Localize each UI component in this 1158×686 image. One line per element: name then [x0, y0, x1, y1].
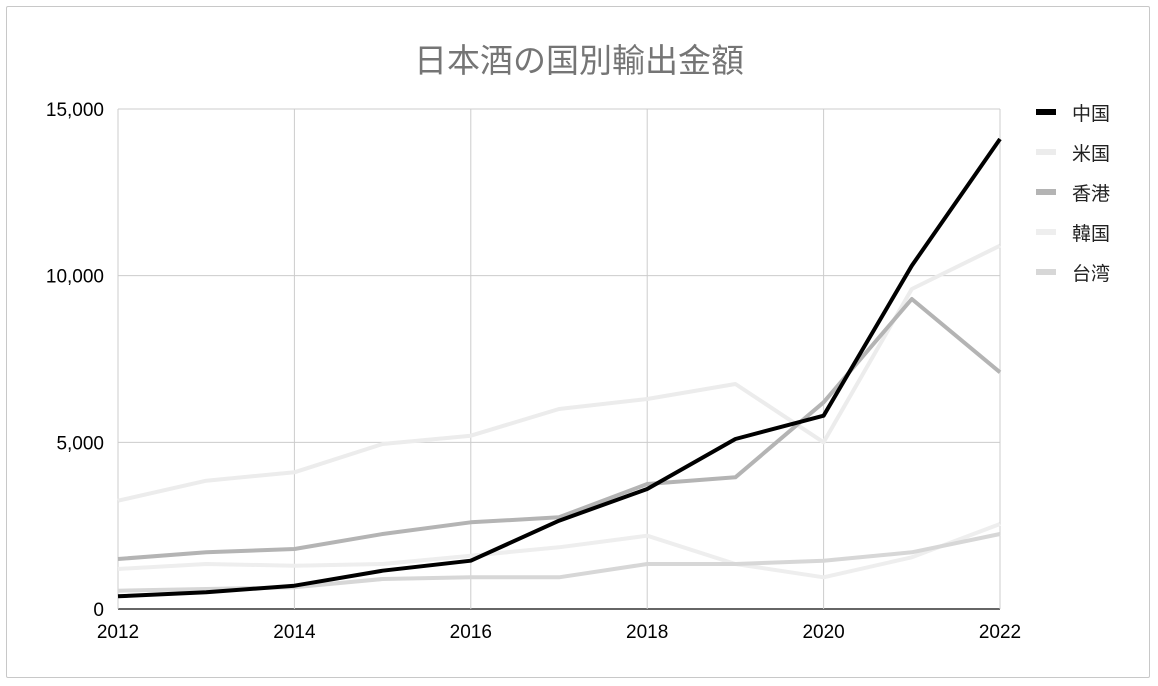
legend-item[interactable]: 香港 [1036, 172, 1146, 212]
legend: 中国米国香港韓国台湾 [1036, 92, 1146, 292]
x-tick-label: 2020 [802, 622, 844, 643]
chart-title: 日本酒の国別輸出金額 [414, 41, 744, 80]
x-tick-label: 2016 [450, 622, 492, 643]
y-tick-label: 0 [93, 600, 104, 621]
legend-label: 台湾 [1072, 262, 1111, 285]
series-lines [117, 137, 1002, 599]
legend-label: 中国 [1072, 102, 1111, 125]
legend-label: 米国 [1072, 142, 1111, 165]
series-line-5 [117, 532, 1001, 593]
legend-label: 韓国 [1072, 222, 1111, 245]
y-tick-label: 5,000 [56, 433, 104, 454]
x-tick-label: 2018 [626, 622, 668, 643]
series-line-1 [117, 137, 1002, 599]
legend-swatch [1036, 149, 1056, 155]
legend-label: 香港 [1072, 182, 1111, 205]
legend-item[interactable]: 中国 [1036, 92, 1146, 132]
legend-swatch [1036, 269, 1056, 275]
legend-item[interactable]: 韓国 [1036, 212, 1146, 252]
legend-item[interactable]: 米国 [1036, 132, 1146, 172]
legend-item[interactable]: 台湾 [1036, 252, 1146, 292]
series-line-4 [117, 522, 1001, 580]
grid-lines [117, 108, 1001, 610]
legend-swatch [1036, 229, 1056, 235]
x-tick-label: 2022 [979, 622, 1021, 643]
legend-swatch [1036, 109, 1056, 115]
axis-tick-labels: 0 5,000 10,000 15,000 2012 2014 2016 2018 2020 20… [46, 100, 1021, 643]
y-tick-label: 10,000 [46, 267, 104, 288]
legend-swatch [1036, 189, 1056, 195]
series-line-2 [117, 243, 1001, 503]
x-tick-label: 2012 [97, 622, 139, 643]
x-tick-label: 2014 [273, 622, 316, 643]
y-tick-label: 15,000 [46, 100, 104, 121]
